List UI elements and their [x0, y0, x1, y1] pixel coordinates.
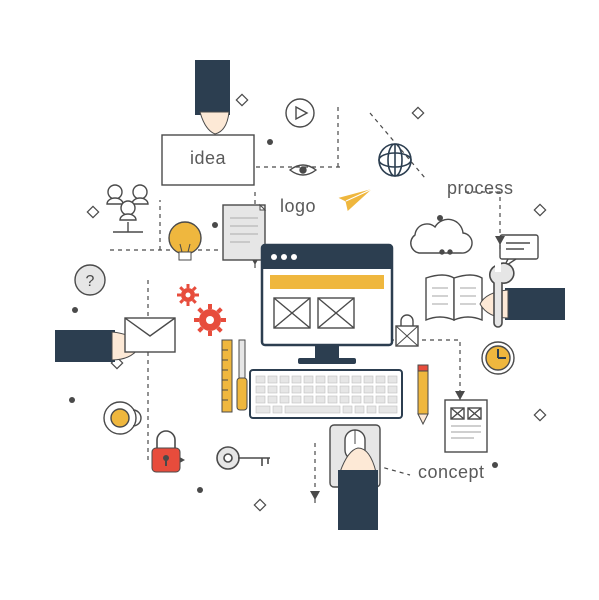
lock-box-icon	[396, 315, 418, 346]
keyboard	[250, 370, 402, 418]
ruler-icon	[222, 340, 232, 412]
hand-right	[480, 288, 565, 320]
paper-plane-icon	[340, 190, 370, 210]
globe-icon	[379, 144, 411, 176]
key-icon	[217, 447, 270, 469]
question-circle-icon: ?	[75, 265, 105, 295]
label-idea: idea	[190, 148, 226, 169]
label-process: process	[447, 178, 514, 199]
screwdriver-icon	[237, 340, 247, 410]
label-concept: concept	[418, 462, 485, 483]
hand-left	[55, 318, 175, 362]
team-icon	[107, 185, 148, 232]
document-icon	[223, 205, 265, 260]
cloud-icon	[411, 219, 472, 254]
design-process-infographic: ?	[0, 0, 599, 600]
svg-text:?: ?	[86, 273, 95, 290]
gear-large-icon	[194, 304, 226, 336]
chat-icon	[500, 235, 538, 267]
label-logo: logo	[280, 196, 316, 217]
wireframe-doc-icon	[445, 400, 487, 452]
coffee-icon	[104, 402, 141, 434]
gear-small-icon	[177, 284, 199, 306]
monitor	[262, 245, 392, 364]
padlock-icon	[152, 431, 180, 472]
book-icon	[426, 275, 482, 320]
lightbulb-icon	[169, 222, 201, 260]
pencil-icon	[418, 365, 428, 424]
play-circle-icon	[286, 99, 314, 127]
clock-icon	[482, 342, 514, 374]
